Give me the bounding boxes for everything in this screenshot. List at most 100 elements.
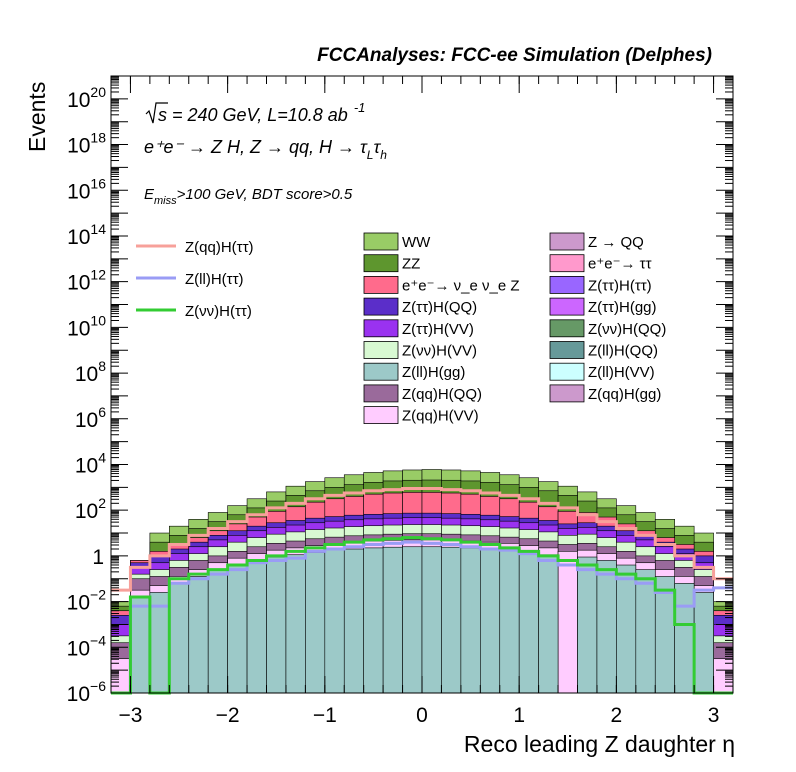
legend-swatch-z-qq-h-vv — [363, 406, 399, 425]
legend-label-z-qq-h-vv: Z(qq)H(VV) — [402, 408, 479, 425]
y-tick-label: 1014 — [67, 221, 106, 249]
bar-z-ll-h-gg-30 — [693, 592, 714, 694]
bar-z-ll-h-gg-6 — [227, 564, 248, 694]
legend-swatch-z-ll-h-gg — [363, 362, 399, 381]
y-tick-label: 1 — [92, 546, 104, 569]
bar-z-ll-h-gg-26 — [616, 564, 637, 694]
bar-z-ll-h-gg-21 — [518, 552, 539, 694]
x-tick-label: 1 — [513, 704, 525, 727]
bar-z-ll-h-gg-27 — [635, 569, 656, 694]
y-tick-label: 10−6 — [67, 678, 107, 706]
legend-label-z-qq-h-gg: Z(qq)H(gg) — [588, 386, 661, 403]
legend-swatch-z-h-gg — [549, 297, 585, 316]
bar-z-ll-h-gg-25 — [596, 560, 617, 694]
annotation-process: e⁺e⁻ → Z H, Z → qq, H → τLτh — [144, 137, 387, 162]
bar-z-ll-h-gg-24 — [577, 556, 598, 694]
axes-layer: −3 −2 −1 0 1 2 3 10−6 10−4 10−2 1 102 104 106 108 1010 1… — [67, 75, 734, 727]
bar-z-ll-h-gg-5 — [207, 569, 228, 694]
x-tick-label: 0 — [416, 704, 428, 727]
legend-label-e-e-e-e-z: e⁺e⁻→ ν_e ν_e Z — [402, 277, 520, 294]
x-tick-label: −3 — [118, 704, 142, 727]
legend-label-z-ll-h-vv: Z(ll)H(VV) — [588, 364, 655, 381]
bar-z-ll-h-gg-20 — [499, 549, 520, 694]
bar-z-ll-h-gg-3 — [169, 583, 190, 694]
legend-swatch-z-qq-h-qq — [363, 384, 399, 403]
legend-label-z-qq: Z → QQ — [588, 234, 644, 251]
legend-label-zz: ZZ — [402, 256, 420, 273]
legend-label-z-h-qq: Z(ττ)H(QQ) — [402, 299, 477, 316]
legend-label-e-e: e⁺e⁻→ ττ — [588, 256, 652, 273]
y-tick-label: 102 — [75, 495, 106, 523]
legend-label-z-h-vv: Z(ττ)H(VV) — [402, 321, 474, 338]
signal-line-z-qq-h — [111, 486, 733, 592]
bar-z-ll-h-gg-18 — [460, 547, 481, 694]
bar-z-ll-h-gg-11 — [324, 549, 345, 694]
x-tick-label: 2 — [611, 704, 623, 727]
legend-swatch-z-h-qq — [549, 319, 585, 338]
legend-label-z-h-gg: Z(ττ)H(gg) — [588, 299, 657, 316]
x-tick-label: −1 — [313, 704, 337, 727]
bar-z-ll-h-gg-29 — [674, 583, 695, 694]
bar-z-qq-h-vv-31 — [713, 658, 734, 694]
y-tick-label: 1010 — [67, 312, 106, 340]
legend-swatch-z-qq-h-gg — [549, 384, 585, 403]
legend-label-z-h-vv: Z(νν)H(VV) — [402, 343, 477, 360]
legend-swatch-ww — [363, 232, 399, 251]
bar-z-ll-h-gg-9 — [285, 554, 306, 694]
series-z-ll-h-gg — [130, 546, 714, 694]
legend-swatch-z-qq — [549, 232, 585, 251]
x-tick-label: −2 — [216, 704, 240, 727]
bar-z-ll-h-gg-19 — [480, 548, 501, 694]
legend-swatch-z-h-vv — [363, 341, 399, 359]
y-tick-label: 1018 — [67, 130, 106, 158]
legend-label-z-h: Z(ττ)H(ττ) — [588, 277, 652, 294]
bar-z-ll-h-gg-7 — [246, 560, 267, 694]
x-tick-label: 3 — [708, 704, 720, 727]
y-axis-label: Events — [24, 82, 50, 152]
bar-z-ll-h-gg-10 — [305, 552, 326, 694]
y-tick-label: 104 — [75, 449, 106, 477]
chart-title: FCCAnalyses: FCC-ee Simulation (Delphes) — [317, 45, 712, 66]
y-tick-label: 10−2 — [67, 587, 107, 615]
legend-label-z-h-qq: Z(νν)H(QQ) — [588, 321, 666, 338]
bar-z-ll-h-gg-1 — [130, 596, 151, 694]
legend-swatch-e-e — [549, 254, 585, 273]
signal-lines-layer — [111, 486, 733, 695]
signal-line-z-ll-h — [111, 540, 733, 695]
bar-z-qq-h-vv-0 — [110, 658, 131, 694]
legend-label-z-qq-h: Z(qq)H(ττ) — [185, 239, 254, 256]
annotation-energy-lumi: s = 240 GeV, L=10.8 ab -1 — [158, 100, 365, 125]
bar-z-ll-h-gg-12 — [343, 548, 364, 694]
legend: Z(qq)H(ττ) Z(ll)H(ττ) Z(νν)H(ττ) WW ZZ e⁺e⁻→ … — [136, 232, 666, 425]
bar-z-ll-h-gg-16 — [421, 546, 442, 694]
bar-z-ll-h-gg-15 — [402, 546, 423, 694]
annotation-cuts: Emiss>100 GeV, BDT score>0.5 — [144, 186, 353, 207]
x-axis-label: Reco leading Z daughter η — [464, 731, 735, 757]
legend-swatch-z-ll-h-vv — [549, 362, 585, 381]
legend-label-z-ll-h-gg: Z(ll)H(gg) — [402, 364, 465, 381]
legend-label-z-ll-h-qq: Z(ll)H(QQ) — [588, 343, 658, 360]
bar-z-ll-h-gg-4 — [188, 576, 209, 694]
y-tick-label: 10−4 — [67, 632, 107, 660]
y-tick-label: 1016 — [67, 175, 106, 203]
y-tick-label: 1020 — [67, 84, 106, 112]
bar-z-ll-h-gg-22 — [538, 554, 559, 694]
annotation-sqrt-s: s = 240 GeV, L=10.8 ab -1 — [145, 100, 365, 125]
legend-swatch-e-e-e-e-z — [363, 275, 399, 294]
legend-swatch-z-h-qq — [363, 297, 399, 316]
legend-swatch-z-h — [549, 275, 585, 294]
bar-z-qq-h-vv-23 — [557, 551, 578, 694]
legend-swatch-z-ll-h-qq — [549, 341, 585, 359]
bar-z-ll-h-gg-13 — [363, 547, 384, 694]
legend-label-z-h: Z(νν)H(ττ) — [185, 303, 252, 320]
y-tick-label: 108 — [75, 358, 106, 386]
bar-z-ll-h-gg-14 — [382, 546, 403, 694]
legend-swatch-z-h-vv — [363, 319, 399, 338]
bar-z-ll-h-gg-17 — [441, 546, 462, 694]
signal-line-z-h — [111, 536, 733, 695]
legend-swatch-zz — [363, 254, 399, 273]
y-tick-label: 1012 — [67, 267, 106, 295]
bar-z-ll-h-gg-8 — [266, 556, 287, 694]
y-tick-label: 106 — [75, 404, 106, 432]
